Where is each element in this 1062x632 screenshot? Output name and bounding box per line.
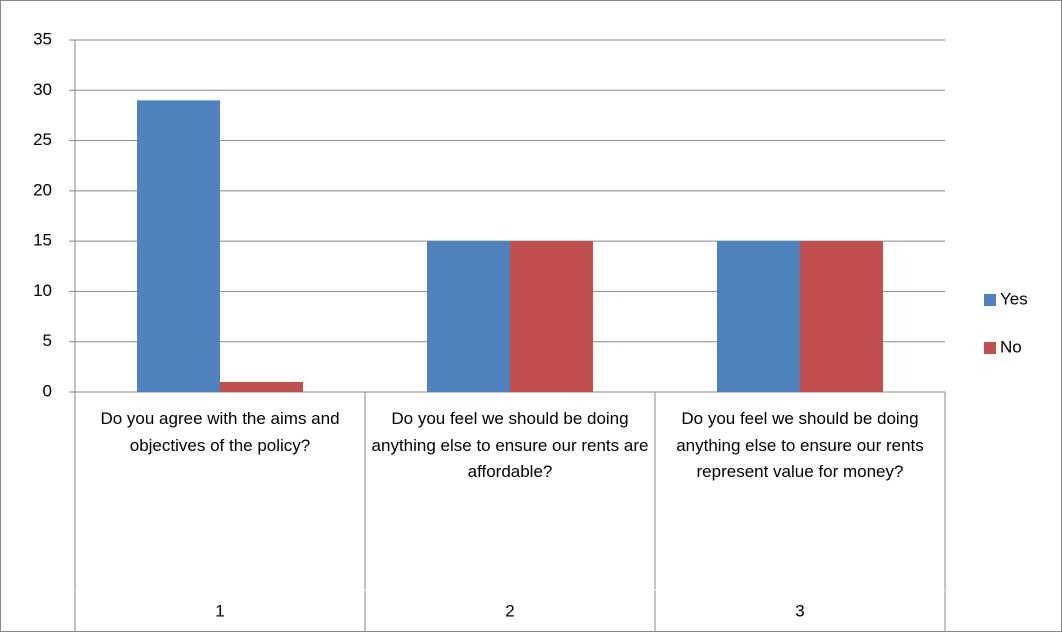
bar (717, 241, 800, 392)
y-tick-label: 10 (33, 281, 52, 300)
bar (137, 100, 220, 392)
x-tick-number: 1 (215, 601, 224, 620)
y-tick-label: 35 (33, 29, 52, 48)
x-tick-number: 2 (505, 601, 514, 620)
y-tick-label: 25 (33, 130, 52, 149)
x-tick-label-box: Do you feel we should be doing anything … (371, 409, 649, 481)
legend-label: Yes (1000, 289, 1028, 308)
y-tick-label: 0 (43, 381, 52, 400)
legend-swatch (984, 294, 996, 306)
y-tick-label: 5 (43, 331, 52, 350)
x-tick-label-box: Do you feel we should be doing anything … (676, 409, 924, 481)
x-tick-label: Do you agree with the aims and objective… (100, 409, 340, 455)
legend-swatch (984, 342, 996, 354)
bar (427, 241, 510, 392)
x-tick-label-box: Do you agree with the aims and objective… (100, 409, 340, 455)
bar (510, 241, 593, 392)
bar (220, 381, 303, 392)
legend-label: No (1000, 337, 1022, 356)
bar (800, 241, 883, 392)
x-tick-label: Do you feel we should be doing anything … (676, 409, 924, 481)
x-tick-number: 3 (795, 601, 804, 620)
y-tick-label: 30 (33, 80, 52, 99)
y-tick-label: 20 (33, 180, 52, 199)
x-tick-label: Do you feel we should be doing anything … (371, 409, 649, 481)
y-tick-label: 15 (33, 231, 52, 250)
